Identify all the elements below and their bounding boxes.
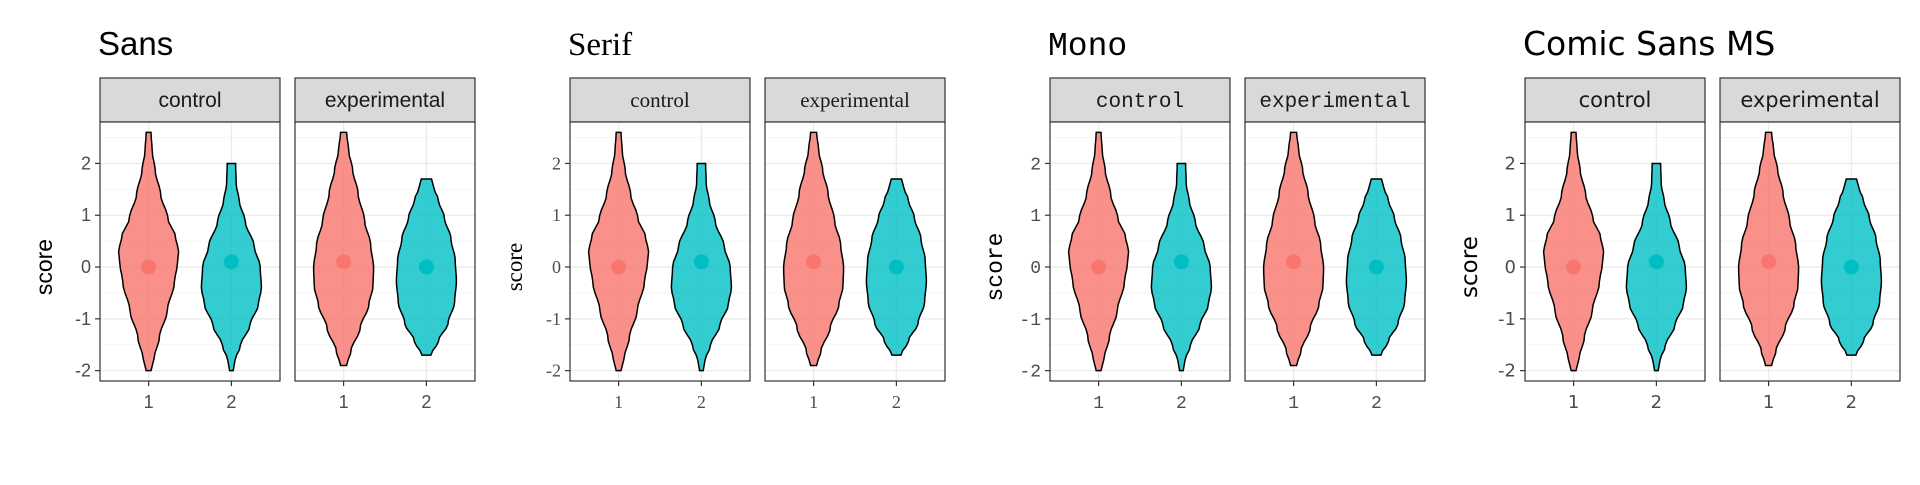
y-tick-label: -2 xyxy=(1019,363,1041,383)
chart-title: Comic Sans MS xyxy=(1523,24,1775,63)
x-tick-label: 1 xyxy=(1568,392,1579,413)
y-tick-label: -1 xyxy=(1498,309,1516,330)
panel-border xyxy=(569,121,751,382)
facet-strip xyxy=(1244,77,1426,123)
facet-strip xyxy=(1524,77,1706,123)
x-tick-label: 2 xyxy=(226,392,236,412)
x-tick-label: 1 xyxy=(809,392,818,412)
mean-point-experimental-2 xyxy=(1843,259,1859,275)
x-tick-label: 2 xyxy=(697,392,706,412)
violin-experimental-1 xyxy=(782,131,845,367)
x-tick-label: 1 xyxy=(614,392,623,412)
facet-strip-label: experimental xyxy=(1740,88,1879,112)
y-tick-label: 0 xyxy=(1505,257,1516,278)
mean-point-control-2 xyxy=(693,254,709,270)
mean-point-control-1 xyxy=(1566,259,1582,275)
y-tick-label: 1 xyxy=(81,205,91,225)
violin-control-1 xyxy=(1542,131,1605,372)
x-tick-label: 1 xyxy=(1093,394,1104,414)
mean-point-experimental-1 xyxy=(806,254,822,270)
x-tick-label: 1 xyxy=(1763,392,1774,413)
chart-group-mono: Mono score 2 1 0 -1 -2 control 1 2 experimental 1 2 xyxy=(983,28,1426,414)
x-tick-label: 1 xyxy=(1288,394,1299,414)
facet-strip-label: experimental xyxy=(1259,91,1410,114)
violin-control-1 xyxy=(117,131,180,372)
y-axis-label: score xyxy=(1457,236,1483,298)
mean-point-control-1 xyxy=(1091,259,1107,275)
x-tick-label: 2 xyxy=(421,392,431,412)
facet-strip-label: control xyxy=(1579,88,1652,112)
y-tick-label: 0 xyxy=(81,257,91,277)
violin-control-1 xyxy=(1067,131,1130,372)
violin-control-1 xyxy=(587,131,650,372)
panel-border xyxy=(764,121,946,382)
facet-strip-label: control xyxy=(630,88,690,112)
mean-point-experimental-2 xyxy=(418,259,434,275)
mean-point-experimental-1 xyxy=(336,254,352,270)
x-tick-label: 2 xyxy=(1176,394,1187,414)
y-tick-label: 1 xyxy=(1505,205,1516,226)
y-tick-label: 1 xyxy=(1030,207,1041,227)
y-tick-label: -2 xyxy=(75,361,91,381)
mean-point-experimental-2 xyxy=(888,259,904,275)
y-tick-label: -1 xyxy=(75,309,91,329)
y-tick-label: 2 xyxy=(1030,155,1041,175)
facet-strip-label: control xyxy=(1096,91,1184,114)
mean-point-control-2 xyxy=(1173,254,1189,270)
mean-point-control-1 xyxy=(611,259,627,275)
y-tick-label: 2 xyxy=(1505,153,1516,174)
y-axis-label: score xyxy=(502,243,527,292)
mean-point-control-1 xyxy=(141,259,157,275)
y-tick-label: -2 xyxy=(546,361,561,381)
mean-point-experimental-2 xyxy=(1368,259,1384,275)
violin-experimental-1 xyxy=(1262,131,1325,367)
x-tick-label: 2 xyxy=(1846,392,1857,413)
x-tick-label: 1 xyxy=(339,392,349,412)
chart-group-serif: Serif score 2 1 0 -1 -2 control 1 2 experimental 1 2 xyxy=(502,27,946,412)
chart-group-comic: Comic Sans MS score 2 1 0 -1 -2 control 1 2 experi… xyxy=(1457,24,1901,413)
facet-strip xyxy=(99,77,281,123)
chart-group-sans: Sans score 2 1 0 -1 -2 control 1 2 experimental 1 2 xyxy=(31,25,476,412)
facet-strip xyxy=(1719,77,1901,123)
facet-strip-label: experimental xyxy=(800,88,910,112)
mean-point-experimental-1 xyxy=(1761,254,1777,270)
chart-title: Mono xyxy=(1048,28,1127,65)
panel-border xyxy=(294,121,476,382)
x-tick-label: 2 xyxy=(1651,392,1662,413)
y-axis-label: score xyxy=(983,233,1009,302)
violin-experimental-1 xyxy=(312,131,375,367)
facet-strip xyxy=(294,77,476,123)
y-tick-label: 2 xyxy=(81,153,91,173)
panel-border xyxy=(1524,121,1706,382)
facet-strip-label: control xyxy=(158,89,221,112)
y-tick-label: 2 xyxy=(552,153,561,173)
y-axis-label: score xyxy=(31,239,57,295)
facet-strip xyxy=(1049,77,1231,123)
x-tick-label: 2 xyxy=(892,392,901,412)
y-tick-label: -1 xyxy=(1019,311,1041,331)
mean-point-control-2 xyxy=(223,254,239,270)
panel-border xyxy=(1244,121,1426,382)
chart-title: Sans xyxy=(98,25,173,62)
y-tick-label: -2 xyxy=(1498,361,1516,382)
facet-strip-label: experimental xyxy=(325,89,445,112)
mean-point-control-2 xyxy=(1648,254,1664,270)
y-tick-label: -1 xyxy=(546,309,561,329)
y-tick-label: 0 xyxy=(552,257,561,277)
violin-experimental-1 xyxy=(1737,131,1800,367)
y-tick-label: 0 xyxy=(1030,259,1041,279)
panel-border xyxy=(99,121,281,382)
chart-title: Serif xyxy=(568,27,632,63)
panel-border xyxy=(1719,121,1901,382)
y-tick-label: 1 xyxy=(552,205,561,225)
panel-border xyxy=(1049,121,1231,382)
x-tick-label: 1 xyxy=(144,392,154,412)
x-tick-label: 2 xyxy=(1371,394,1382,414)
mean-point-experimental-1 xyxy=(1286,254,1302,270)
